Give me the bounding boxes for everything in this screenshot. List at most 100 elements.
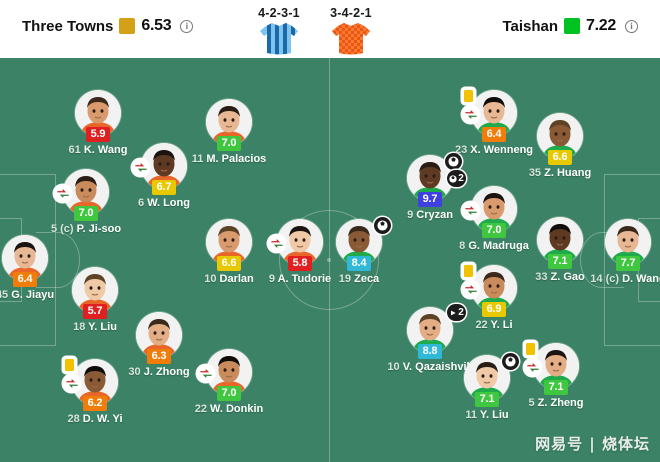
away-team-block[interactable]: Taishan 7.22 i [502,17,638,35]
player-number: 19 [338,273,352,285]
home-team-name: Three Towns [22,17,114,35]
assist-count-icon: 2 [447,304,466,321]
player-rating: 6.9 [482,302,506,317]
watermark: 网易号 | 烧体坛 [535,435,650,453]
player-avatar-wrap: 6.2 [63,357,118,411]
player-number: 9 [407,209,414,221]
player-token[interactable]: 6.2 28 D. W. Yi [47,357,143,426]
player-token[interactable]: 7.1 11 Y. Liu [439,353,535,422]
player-avatar-wrap: 7.1 [464,353,519,407]
player-name-label: 11 M. Palacios [191,153,267,165]
substitution-icon [197,365,214,382]
player-name-label: 28 D. W. Yi [67,413,123,425]
player-avatar-wrap: 6.4 [462,88,517,142]
player-number: 18 [73,321,86,333]
player-name-label: 11 Y. Liu [465,409,509,421]
player-avatar-wrap: 6.9 [462,263,517,317]
player-avatar-wrap: 5.9 [75,90,121,142]
player-avatar-wrap: 7.1 [537,217,583,269]
player-rating: 7.1 [544,380,568,395]
player-token[interactable]: 6.6 35 Z. Huang [512,113,608,180]
player-token[interactable]: 6.7 6 W. Long [116,143,212,210]
player-token[interactable]: 7.1 33 Z. Gao [512,217,608,284]
player-token[interactable]: 8.4 19 Zeca [311,217,407,286]
player-token[interactable]: 6.9 22 Y. Li [446,263,542,332]
yellow-card-icon [462,88,475,104]
player-name-label: 10 V. Qazaishvili [387,361,473,373]
player-avatar-wrap: 7.0 [462,186,517,238]
player-token[interactable]: 5.9 61 K. Wang [50,90,146,157]
pitch: 6.4 45 G. Jiayu 5.9 61 K. Wang [0,58,660,462]
player-name-label: 5 (c) P. Ji-soo [50,223,122,235]
player-number: 6 [138,197,145,209]
home-team-block[interactable]: Three Towns 6.53 i [22,17,194,35]
player-token[interactable]: 5.8 9 A. Tudorie [252,219,348,286]
substitution-icon [54,185,71,202]
player-avatar-wrap: 6.7 [132,143,187,195]
player-token[interactable]: 7.0 22 W. Donkin [181,349,277,416]
player-avatar-wrap: 6.3 [136,312,182,364]
striped-blue-jersey-icon [258,22,300,56]
player-rating: 8.8 [418,344,442,359]
substitution-icon [462,202,479,219]
substitution-icon [268,235,285,252]
player-rating: 6.6 [548,150,572,165]
player-avatar-wrap: 7.1 [524,341,579,395]
player-number: 23 [454,144,468,156]
player-avatar-wrap: 5.7 [72,267,118,319]
player-token[interactable]: 7.1 5 Z. Zheng [508,341,604,410]
player-number: 45 [0,289,9,301]
player-avatar-wrap: 5.8 [268,219,323,271]
player-name-label: 22 W. Donkin [194,403,264,415]
player-number: 14 (c) [590,273,620,285]
player-avatar-wrap: 6.6 [206,219,252,271]
player-number: 11 [465,409,478,421]
goal-icon [445,153,462,170]
player-rating: 6.4 [13,272,37,287]
player-name-label: 10 Darlan [204,273,254,285]
player-number: 33 [535,271,548,283]
info-icon[interactable]: i [625,19,638,33]
player-token[interactable]: 6.4 45 G. Jiayu [0,235,73,302]
player-token[interactable]: 5.7 18 Y. Liu [47,267,143,334]
substitution-icon [462,281,479,298]
away-team-rating: 7.22 [586,17,616,34]
player-name-label: 61 K. Wang [68,144,128,156]
player-token[interactable]: 7.0 11 M. Palacios [181,99,277,166]
home-formation-label: 4-2-3-1 [258,6,300,20]
player-number: 5 [528,397,535,409]
player-avatar-wrap: 8.8 2 [407,304,466,359]
player-token[interactable]: 8.8 2 10 V. Qazaishvili [382,304,478,374]
player-rating: 6.6 [217,256,241,271]
goal-count-icon: 2 [447,170,466,187]
player-token[interactable]: 7.0 8 G. Madruga [446,186,542,253]
player-token[interactable]: 6.6 10 Darlan [181,219,277,286]
away-formation-group[interactable]: 3-4-2-1 [330,6,372,56]
player-token[interactable]: 6.4 23 X. Wenneng [446,88,542,157]
player-rating: 7.0 [217,386,241,401]
player-token[interactable]: 9.7 2 9 Cryzan [382,153,478,222]
substitution-icon [63,375,80,392]
yellow-card-icon [524,341,537,357]
player-number: 10 [387,361,400,373]
home-rating-color-chip [119,18,136,34]
player-rating: 7.0 [482,223,506,238]
player-name-label: 14 (c) D. Wang [590,273,660,285]
goal-icon [374,217,391,234]
player-name-label: 8 G. Madruga [459,240,529,252]
info-icon[interactable]: i [180,19,194,33]
player-name-label: 23 X. Wenneng [454,144,534,156]
player-name-label: 33 Z. Gao [535,271,585,283]
away-team-name: Taishan [502,17,559,35]
player-number: 61 [68,144,81,156]
player-rating: 7.1 [475,392,499,407]
player-avatar-wrap: 6.6 [537,113,583,165]
player-token[interactable]: 7.7 14 (c) D. Wang [580,219,660,286]
player-number: 9 [268,273,275,285]
player-number: 8 [459,240,466,252]
player-rating: 9.7 [418,192,442,207]
player-avatar-wrap: 8.4 [336,217,391,271]
player-token[interactable]: 7.0 5 (c) P. Ji-soo [38,169,134,236]
player-token[interactable]: 6.3 30 J. Zhong [111,312,207,379]
home-formation-group[interactable]: 4-2-3-1 [258,6,300,56]
